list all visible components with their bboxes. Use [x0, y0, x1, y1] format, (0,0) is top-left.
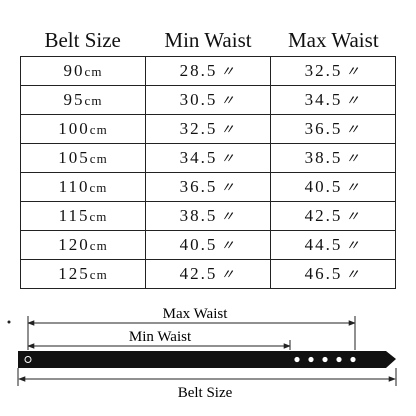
cell-value: 38.5 [304, 148, 343, 167]
table-cell: 110cm [20, 172, 146, 202]
table-cell: 105cm [20, 143, 146, 173]
buckle-hole [24, 356, 32, 363]
cell-unit: cm [89, 122, 108, 137]
table-cell: 115cm [20, 201, 146, 231]
cell-unit: 〃 [220, 123, 237, 138]
belt-label: Belt Size [178, 385, 233, 401]
header-cell: Belt Size [44, 28, 121, 52]
cell-unit: cm [89, 180, 108, 195]
table-cell: 40.5 〃 [145, 230, 271, 260]
cell-unit: 〃 [220, 94, 237, 109]
cell-value: 42.5 [304, 206, 343, 225]
cell-value: 28.5 [179, 61, 218, 80]
table-row: 105cm 34.5 〃 38.5 〃 [20, 143, 396, 173]
cell-unit: cm [89, 209, 108, 224]
table-cell: 100cm [20, 114, 146, 144]
cell-unit: 〃 [345, 65, 362, 80]
header-cell: Min Waist [164, 28, 252, 52]
hole [294, 356, 300, 363]
cell-unit: cm [84, 93, 103, 108]
cell-value: 42.5 [179, 264, 218, 283]
table-cell: 30.5 〃 [145, 85, 271, 115]
cell-unit: 〃 [220, 210, 237, 225]
cell-value: 110 [58, 177, 90, 196]
cell-value: 34.5 [304, 90, 343, 109]
cell-unit: cm [84, 64, 103, 79]
cell-value: 36.5 [304, 119, 343, 138]
table-row: 95cm 30.5 〃 34.5 〃 [20, 85, 396, 115]
hole [336, 356, 342, 363]
size-table: 90cm 28.5 〃 32.5 〃 95cm 30.5 〃 34.5 〃 100cm 32.5 〃 36… [20, 56, 396, 289]
cell-value: 30.5 [179, 90, 218, 109]
hole [308, 356, 314, 363]
table-cell: 42.5 〃 [145, 259, 271, 289]
table-row: 110cm 36.5 〃 40.5 〃 [20, 172, 396, 202]
dot [7, 320, 11, 324]
cell-unit: cm [89, 238, 108, 253]
cell-unit: 〃 [345, 152, 362, 167]
min-label: Min Waist [129, 329, 192, 345]
table-row: 100cm 32.5 〃 36.5 〃 [20, 114, 396, 144]
belt [18, 351, 396, 368]
cell-value: 32.5 [179, 119, 218, 138]
table-cell: 42.5 〃 [270, 201, 396, 231]
cell-unit: 〃 [220, 268, 237, 283]
cell-value: 95 [63, 90, 85, 109]
header-cell: Max Waist [287, 28, 379, 52]
table-cell: 46.5 〃 [270, 259, 396, 289]
table-cell: 40.5 〃 [270, 172, 396, 202]
cell-value: 105 [58, 148, 90, 167]
cell-value: 40.5 [179, 235, 218, 254]
cell-unit: 〃 [345, 123, 362, 138]
cell-unit: 〃 [345, 181, 362, 196]
cell-unit: cm [89, 267, 108, 282]
cell-value: 100 [58, 119, 90, 138]
cell-value: 40.5 [304, 177, 343, 196]
table-cell: 90cm [20, 56, 146, 86]
cell-unit: 〃 [345, 94, 362, 109]
cell-unit: 〃 [220, 65, 237, 80]
cell-value: 90 [63, 61, 85, 80]
cell-value: 36.5 [179, 177, 218, 196]
cell-value: 46.5 [304, 264, 343, 283]
cell-value: 32.5 [304, 61, 343, 80]
cell-value: 44.5 [304, 235, 343, 254]
cell-value: 38.5 [179, 206, 218, 225]
cell-unit: 〃 [220, 181, 237, 196]
table-cell: 38.5 〃 [270, 143, 396, 173]
max-label: Max Waist [163, 306, 229, 322]
table-cell: 125cm [20, 259, 146, 289]
hole [350, 356, 356, 363]
table-row: 125cm 42.5 〃 46.5 〃 [20, 259, 396, 289]
table-cell: 32.5 〃 [145, 114, 271, 144]
cell-unit: 〃 [345, 239, 362, 254]
cell-value: 120 [58, 235, 90, 254]
cell-unit: 〃 [345, 268, 362, 283]
table-header: Belt Size Min Waist Max Waist [20, 28, 396, 53]
cell-unit: 〃 [220, 239, 237, 254]
cell-unit: 〃 [345, 210, 362, 225]
cell-value: 125 [58, 264, 90, 283]
table-cell: 34.5 〃 [145, 143, 271, 173]
cell-value: 34.5 [179, 148, 218, 167]
table-cell: 32.5 〃 [270, 56, 396, 86]
cell-unit: 〃 [220, 152, 237, 167]
hole [322, 356, 328, 363]
cell-unit: cm [89, 151, 108, 166]
cell-value: 115 [58, 206, 90, 225]
table-cell: 95cm [20, 85, 146, 115]
